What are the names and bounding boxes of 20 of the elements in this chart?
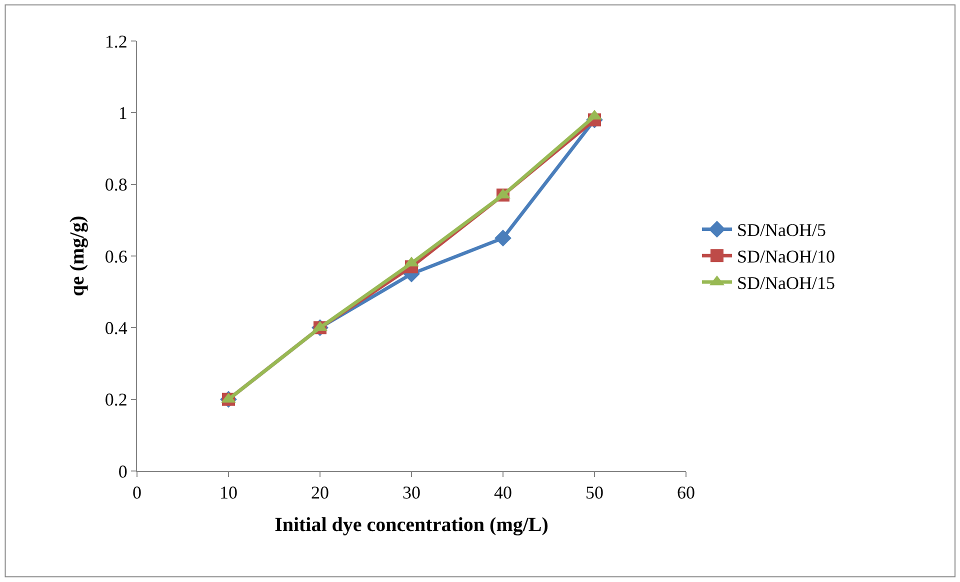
y-tick-label: 0.8 [104,174,128,195]
y-tick-label: 0.2 [104,390,128,410]
x-tick-label: 60 [677,482,695,503]
y-tick-label: 1 [118,102,128,123]
y-tick-label: 0.6 [104,246,128,266]
legend-label: SD/NaOH/5 [736,220,826,240]
point [494,230,512,247]
x-axis-title: Initial dye concentration (mg/L) [274,514,548,536]
x-tick-label: 20 [311,482,329,503]
x-tick-label: 40 [494,482,512,503]
legend-label: SD/NaOH/10 [736,246,835,267]
y-tick-label: 1.2 [104,31,128,52]
x-tick-label: 50 [586,482,604,503]
y-tick-label: 0 [118,461,128,482]
y-axis-title: qe (mg/g) [66,216,88,296]
x-tick-label: 10 [220,482,238,503]
legend-label: SD/NaOH/15 [736,273,835,294]
x-tick-label: 0 [132,482,142,503]
y-tick-label: 0.4 [104,318,128,338]
x-tick-label: 30 [402,482,420,503]
